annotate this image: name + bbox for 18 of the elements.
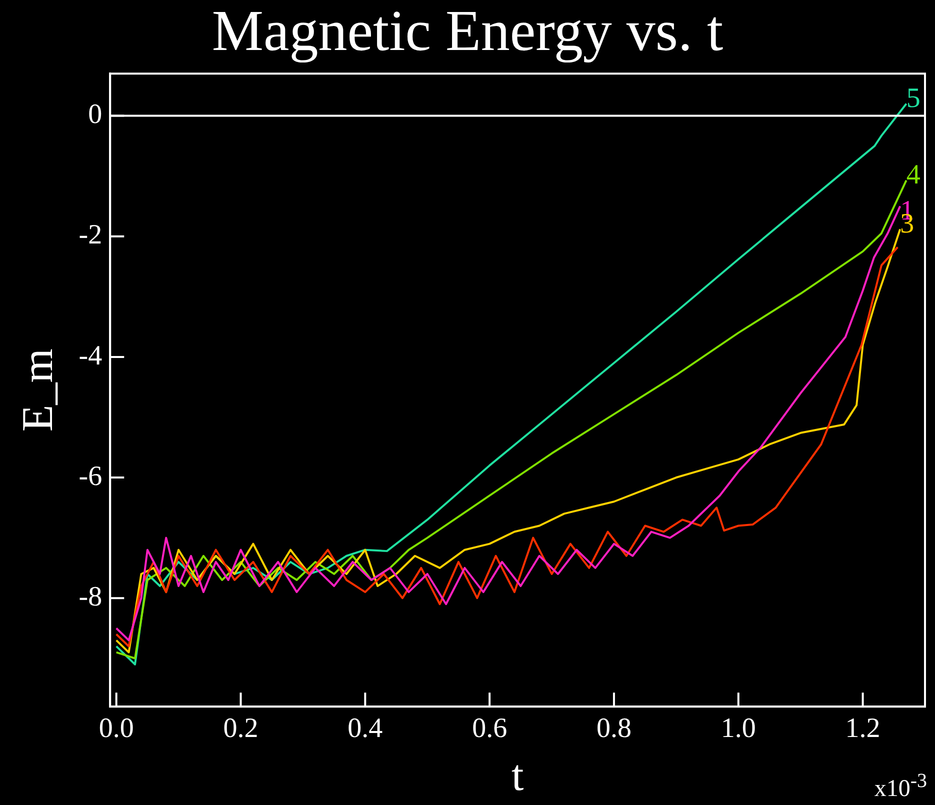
x-tick-label: 0.6 — [472, 712, 508, 744]
y-tick-label: -6 — [78, 460, 102, 492]
chart-title: Magnetic Energy vs. t — [212, 0, 724, 64]
y-tick-label: -4 — [78, 340, 102, 372]
x-tick-label: 0.0 — [98, 712, 134, 744]
y-tick-label: 0 — [88, 99, 102, 130]
x-tick-label: 0.8 — [596, 712, 632, 744]
text: x10$^{-3}$ — [874, 770, 927, 803]
x-axis-title: t — [511, 751, 524, 800]
x-tick-label: 1.2 — [845, 712, 880, 744]
series-label: 5 — [906, 83, 920, 114]
x-tick-label: 1.0 — [720, 712, 756, 744]
x-tick-label: 0.4 — [348, 712, 383, 744]
y-axis-title: E_m — [12, 348, 62, 432]
y-tick-label: -2 — [78, 220, 102, 251]
y-tick-label: -8 — [78, 581, 102, 612]
series-label: 4 — [906, 160, 920, 191]
x-tick-label: 0.2 — [223, 712, 258, 744]
